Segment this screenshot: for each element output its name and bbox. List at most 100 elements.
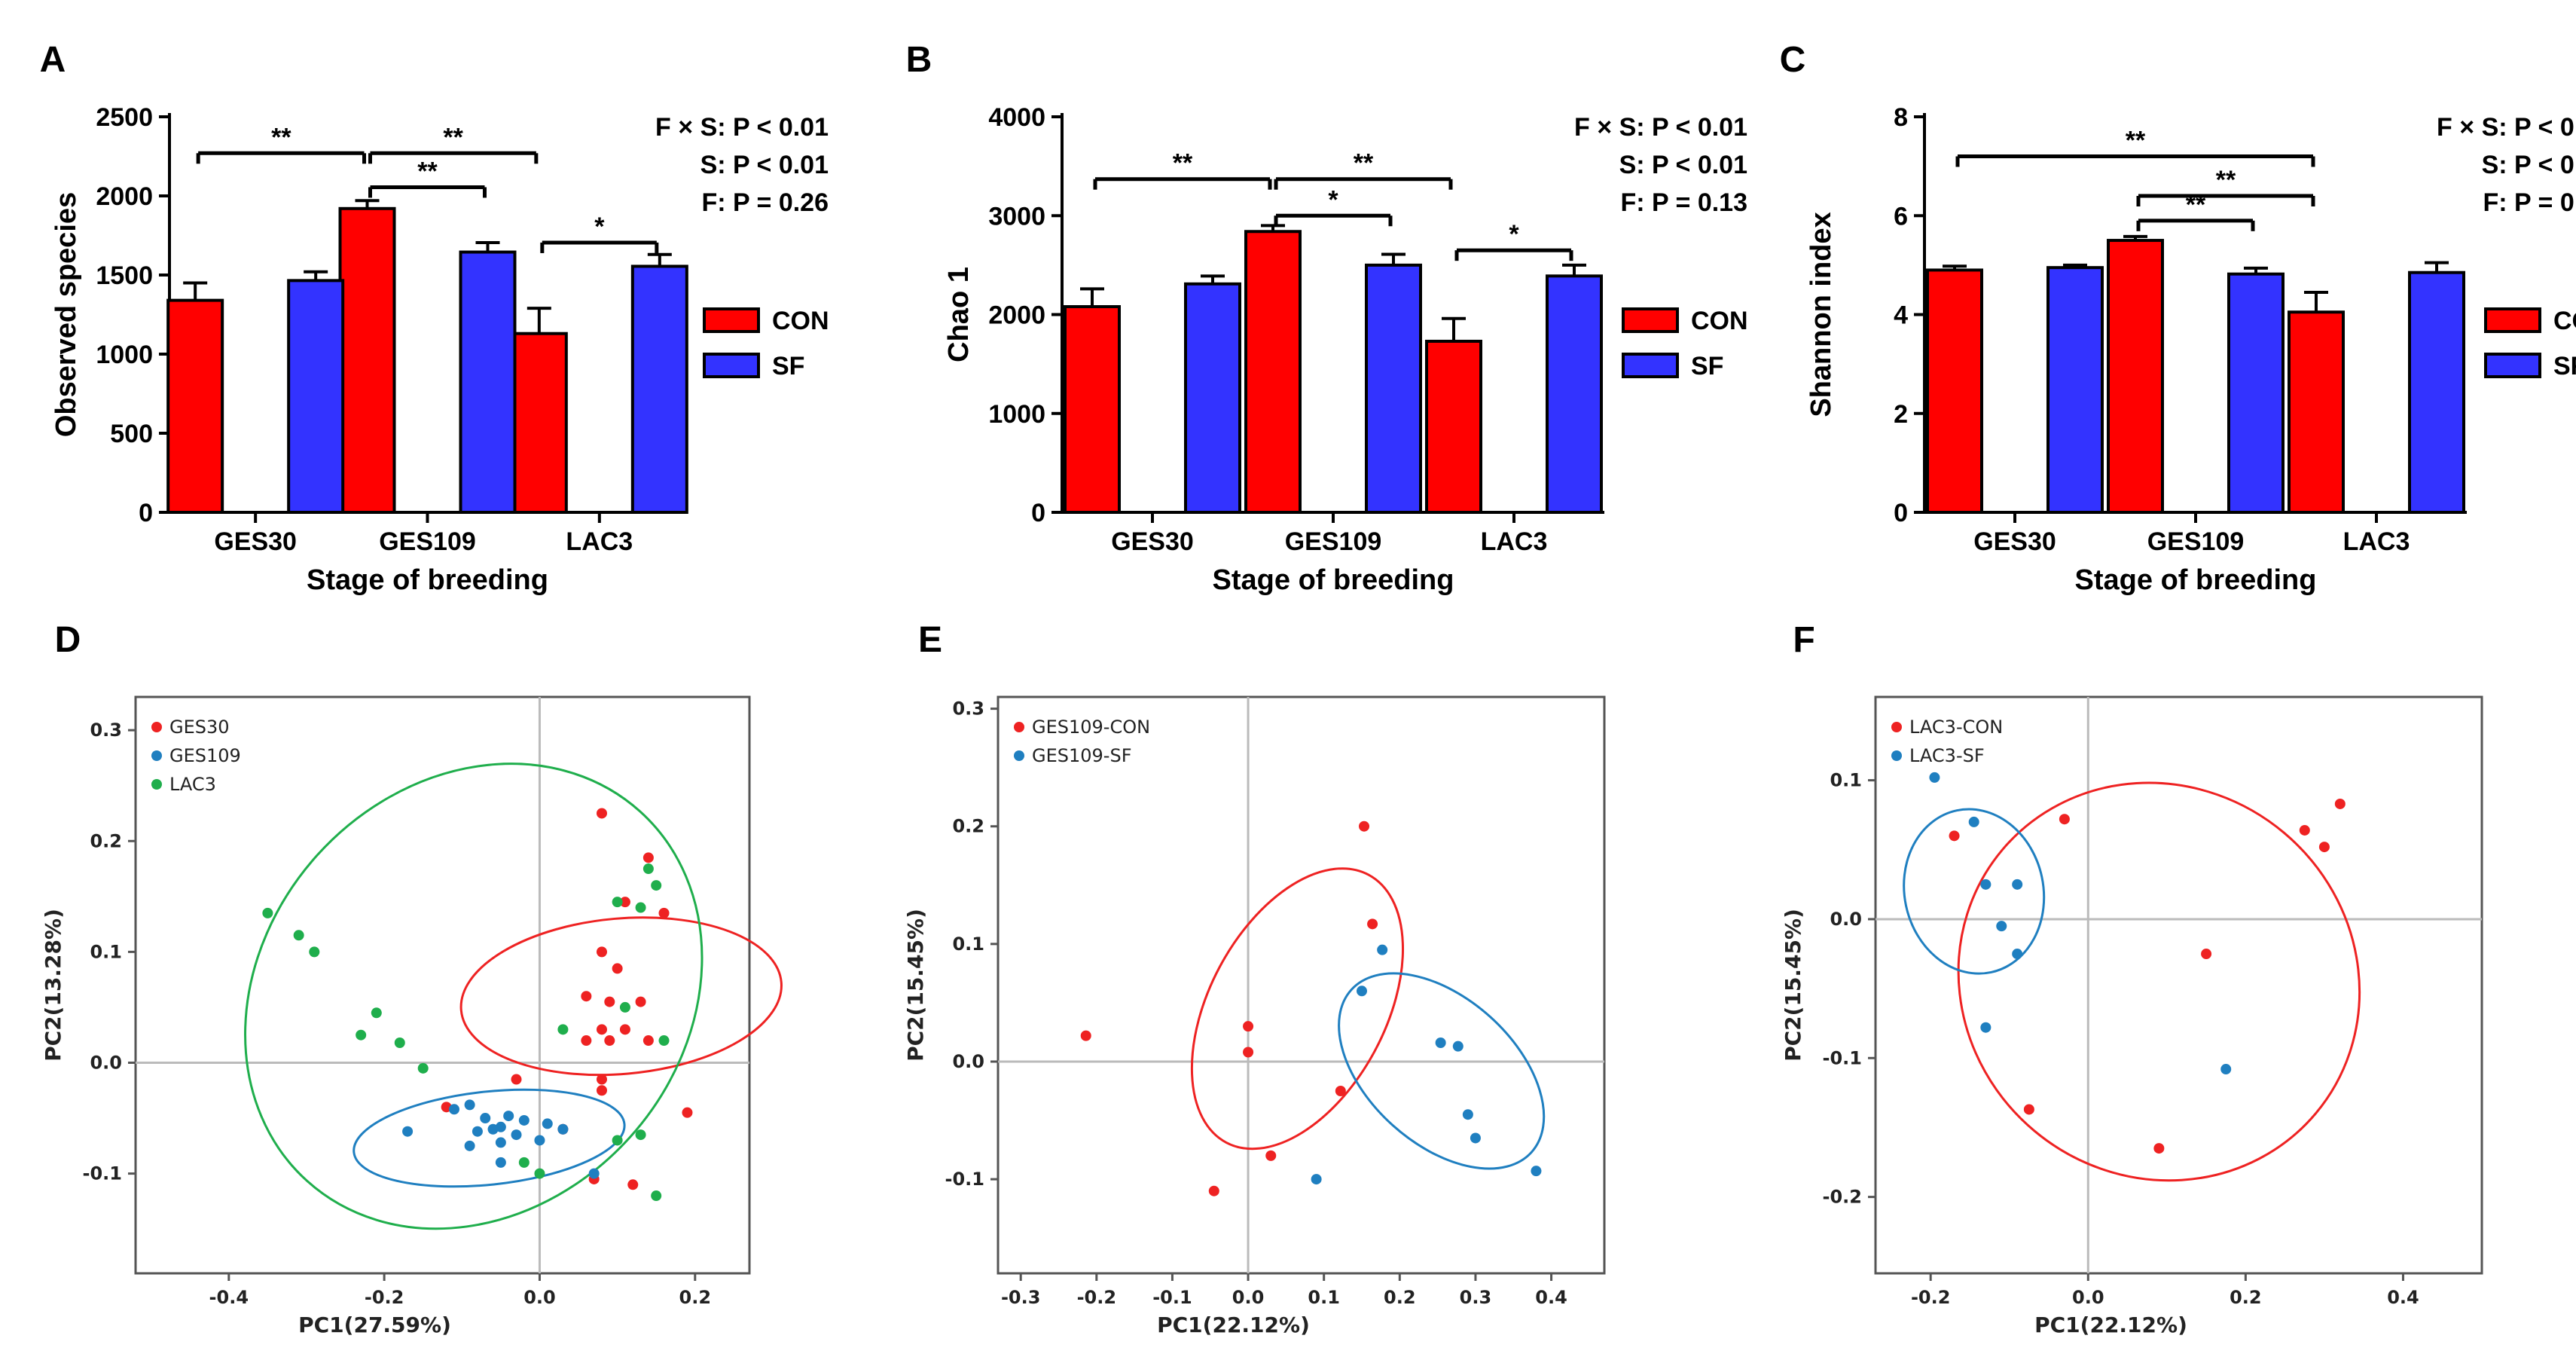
bar-SF-GES109 bbox=[2227, 272, 2285, 514]
stats-line1: F × S: P < 0.01 bbox=[655, 113, 829, 142]
x-tick-label: GES109 bbox=[1285, 527, 1382, 556]
y-tick-label: 3000 bbox=[988, 202, 1045, 231]
bar-CON-GES109 bbox=[1244, 230, 1302, 514]
point-GES109-SF bbox=[1452, 1041, 1463, 1052]
y-tick-label: 0.3 bbox=[952, 698, 984, 720]
point-GES109-SF bbox=[1377, 944, 1388, 955]
point-LAC3-CON bbox=[2153, 1143, 2165, 1154]
point-LAC3-SF bbox=[1968, 816, 1979, 827]
point-LAC3 bbox=[651, 1190, 662, 1202]
x-axis-title: Stage of breeding bbox=[1213, 564, 1454, 596]
point-LAC3-SF bbox=[1929, 772, 1940, 783]
point-GES109 bbox=[534, 1135, 545, 1146]
x-tick-label: GES109 bbox=[2147, 527, 2245, 556]
x-axis-title: PC1(22.12%) bbox=[2034, 1313, 2187, 1337]
significance-label: ** bbox=[443, 123, 463, 151]
legend-swatch-CON bbox=[2484, 307, 2541, 333]
legend-swatch-SF bbox=[2484, 353, 2541, 378]
significance-label: ** bbox=[1173, 149, 1193, 178]
confidence-ellipse-blue bbox=[1903, 808, 2046, 975]
confidence-ellipse-green bbox=[244, 762, 704, 1230]
significance-label: ** bbox=[2126, 127, 2146, 155]
point-LAC3 bbox=[612, 897, 623, 908]
y-tick-label: 2000 bbox=[96, 182, 153, 211]
y-tick-label: 6 bbox=[1894, 202, 1908, 231]
point-LAC3-CON bbox=[2299, 824, 2310, 836]
point-GES109 bbox=[480, 1113, 491, 1124]
pca-panel-F: F -0.2 0.0 0.2 0.4 -0.2 -0.1 0.0 0.1 PC1(22.12%) P… bbox=[1781, 620, 2483, 1337]
point-GES109-CON bbox=[1080, 1030, 1091, 1041]
point-LAC3-SF bbox=[1996, 921, 2007, 932]
x-tick-label: 0.3 bbox=[1460, 1287, 1492, 1308]
x-axis-title: PC1(22.12%) bbox=[1157, 1313, 1310, 1337]
x-tick-label: -0.1 bbox=[1152, 1287, 1192, 1308]
legend-label-LAC3: LAC3 bbox=[169, 774, 216, 795]
confidence-ellipse-red bbox=[1190, 867, 1405, 1151]
point-GES30 bbox=[635, 996, 646, 1007]
point-LAC3-SF bbox=[2012, 949, 2023, 960]
point-GES30 bbox=[604, 1035, 615, 1047]
y-tick-label: -0.1 bbox=[945, 1169, 984, 1190]
x-tick-label: 0.0 bbox=[523, 1287, 556, 1308]
point-LAC3-CON bbox=[2318, 842, 2330, 853]
point-GES109 bbox=[495, 1137, 506, 1148]
point-LAC3 bbox=[612, 1135, 623, 1146]
y-axis-title: PC2(15.45%) bbox=[1781, 909, 1805, 1062]
point-GES109-SF bbox=[1462, 1109, 1473, 1120]
x-axis-title: PC1(27.59%) bbox=[298, 1313, 451, 1337]
point-GES109 bbox=[588, 1168, 600, 1179]
bar-CON-LAC3 bbox=[1425, 339, 1482, 514]
legend-label-CON: CON bbox=[1691, 307, 1748, 335]
confidence-ellipse-red bbox=[459, 916, 783, 1077]
bar-CON-GES30 bbox=[166, 298, 224, 514]
pca-panel-E: E -0.3 -0.2 -0.1 0.0 0.1 0.2 0.3 0.4 -0.1 0.0 0.1 0.… bbox=[903, 620, 1606, 1337]
plot-frame bbox=[1874, 695, 2483, 1275]
y-tick-label: 0.2 bbox=[952, 816, 984, 837]
legend-label-CON: CON bbox=[772, 307, 829, 335]
point-GES30 bbox=[596, 1085, 607, 1096]
point-LAC3-SF bbox=[2220, 1064, 2232, 1075]
x-tick-label: GES109 bbox=[379, 527, 476, 556]
panel-letter: E bbox=[918, 620, 942, 660]
x-tick-label: GES30 bbox=[1111, 527, 1194, 556]
point-GES30 bbox=[581, 991, 592, 1002]
x-tick-label: LAC3 bbox=[1481, 527, 1548, 556]
point-GES30 bbox=[596, 1074, 607, 1085]
point-GES30 bbox=[627, 1179, 639, 1190]
x-tick-label: -0.2 bbox=[365, 1287, 404, 1308]
x-tick-label: GES30 bbox=[1973, 527, 2056, 556]
x-axis-title: Stage of breeding bbox=[2075, 564, 2317, 596]
y-axis-title: PC2(13.28%) bbox=[41, 909, 66, 1062]
point-LAC3 bbox=[642, 863, 654, 875]
point-GES109-CON bbox=[1243, 1047, 1254, 1058]
legend-label-GES109-SF: GES109-SF bbox=[1032, 745, 1132, 766]
legend-label-SF: SF bbox=[2553, 352, 2576, 380]
x-tick-label: 0.2 bbox=[2230, 1287, 2262, 1308]
point-GES109 bbox=[464, 1099, 475, 1111]
point-LAC3-SF bbox=[1980, 879, 1992, 890]
bar-CON-GES109 bbox=[338, 206, 396, 514]
point-GES30 bbox=[682, 1107, 693, 1118]
point-LAC3 bbox=[635, 1129, 646, 1141]
bar-CON-LAC3 bbox=[510, 332, 568, 515]
point-LAC3 bbox=[518, 1157, 530, 1168]
x-tick-label: -0.3 bbox=[1001, 1287, 1040, 1308]
panel-letter: D bbox=[55, 620, 81, 660]
stats-line3: F: P = 0.26 bbox=[701, 188, 829, 217]
legend-marker-GES109 bbox=[151, 750, 162, 761]
bar-panel-A: A 0 500 1000 1500 2000 2500 GES30 GES109 LAC3 Stag… bbox=[40, 40, 829, 596]
panel-letter: A bbox=[40, 40, 66, 80]
point-GES109-SF bbox=[1531, 1166, 1542, 1177]
x-tick-label: 0.1 bbox=[1308, 1287, 1340, 1308]
y-axis-title: Shannon index bbox=[1805, 212, 1837, 417]
x-axis-title: Stage of breeding bbox=[307, 564, 548, 596]
point-GES109 bbox=[495, 1157, 506, 1168]
legend-marker-LAC3 bbox=[151, 779, 162, 790]
y-tick-label: 1000 bbox=[96, 341, 153, 369]
point-GES109-CON bbox=[1243, 1021, 1254, 1032]
point-LAC3 bbox=[371, 1007, 382, 1019]
bar-SF-LAC3 bbox=[2408, 270, 2465, 514]
point-GES109 bbox=[464, 1140, 475, 1151]
legend-label-CON: CON bbox=[2553, 307, 2576, 335]
plot-frame bbox=[997, 695, 1606, 1275]
